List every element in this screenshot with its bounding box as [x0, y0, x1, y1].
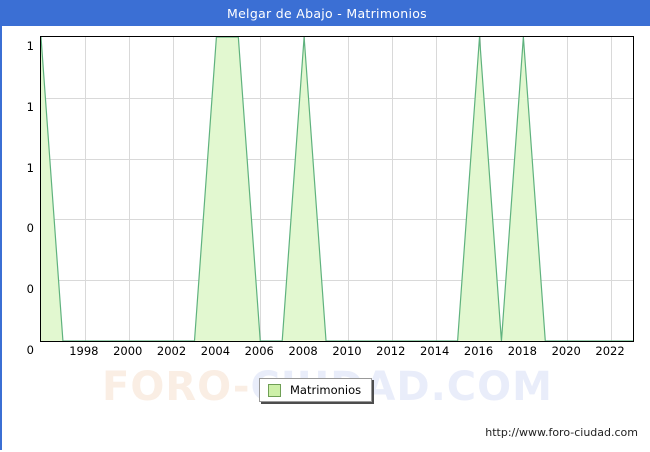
series-line: [41, 37, 633, 341]
x-axis-tick-label: 2020: [551, 344, 581, 358]
gridline-horizontal: [41, 98, 633, 99]
x-axis-labels: 1998 2000 2002 2004 2006 2008 2010 2012 2014 2016…: [40, 344, 634, 362]
series-matrimonios: [41, 37, 633, 341]
series-area-fill: [41, 37, 633, 341]
y-axis-tick-label: 0: [26, 343, 34, 357]
watermark-part-a: FORO-: [102, 364, 251, 410]
y-axis-tick-label: 1: [26, 160, 34, 175]
gridline-horizontal: [41, 219, 633, 220]
y-axis-tick-label: 0: [26, 282, 34, 297]
y-axis-labels: 0 0 0 1 1 1: [2, 36, 34, 357]
x-axis-tick-label: 2018: [507, 344, 537, 358]
gridline-vertical: [567, 37, 568, 341]
gridline-vertical: [129, 37, 130, 341]
x-axis-tick-label: 1998: [69, 344, 99, 358]
footer-url[interactable]: http://www.foro-ciudad.com: [485, 426, 638, 439]
plot-area: [40, 36, 634, 342]
gridline-vertical: [85, 37, 86, 341]
plot-inner: [41, 37, 633, 341]
x-axis-tick-label: 2004: [200, 344, 231, 358]
x-axis-tick-label: 2016: [463, 344, 494, 358]
gridline-vertical: [611, 37, 612, 341]
gridline-vertical: [392, 37, 393, 341]
gridline-vertical: [173, 37, 174, 341]
gridline-vertical: [348, 37, 349, 341]
x-axis-tick-label: 2010: [332, 344, 362, 358]
chart-legend[interactable]: Matrimonios: [259, 378, 373, 402]
x-axis-tick-label: 2006: [244, 344, 274, 358]
legend-label-matrimonios: Matrimonios: [290, 383, 362, 397]
gridline-vertical: [260, 37, 261, 341]
x-axis-tick-label: 2008: [288, 344, 318, 358]
y-axis-tick-label: 0: [26, 221, 34, 236]
x-axis-tick-label: 2022: [595, 344, 625, 358]
y-axis-tick-label: 1: [26, 99, 34, 114]
legend-swatch-matrimonios: [268, 383, 281, 397]
gridline-horizontal: [41, 280, 633, 281]
window-title: Melgar de Abajo - Matrimonios: [2, 2, 650, 26]
gridline-horizontal: [41, 159, 633, 160]
x-axis-tick-label: 2012: [376, 344, 406, 358]
x-axis-tick-label: 2002: [156, 344, 187, 358]
x-axis-tick-label: 2000: [113, 344, 143, 358]
x-axis-tick-label: 2014: [420, 344, 450, 358]
y-axis-tick-label: 1: [26, 39, 34, 53]
gridline-vertical: [436, 37, 437, 341]
